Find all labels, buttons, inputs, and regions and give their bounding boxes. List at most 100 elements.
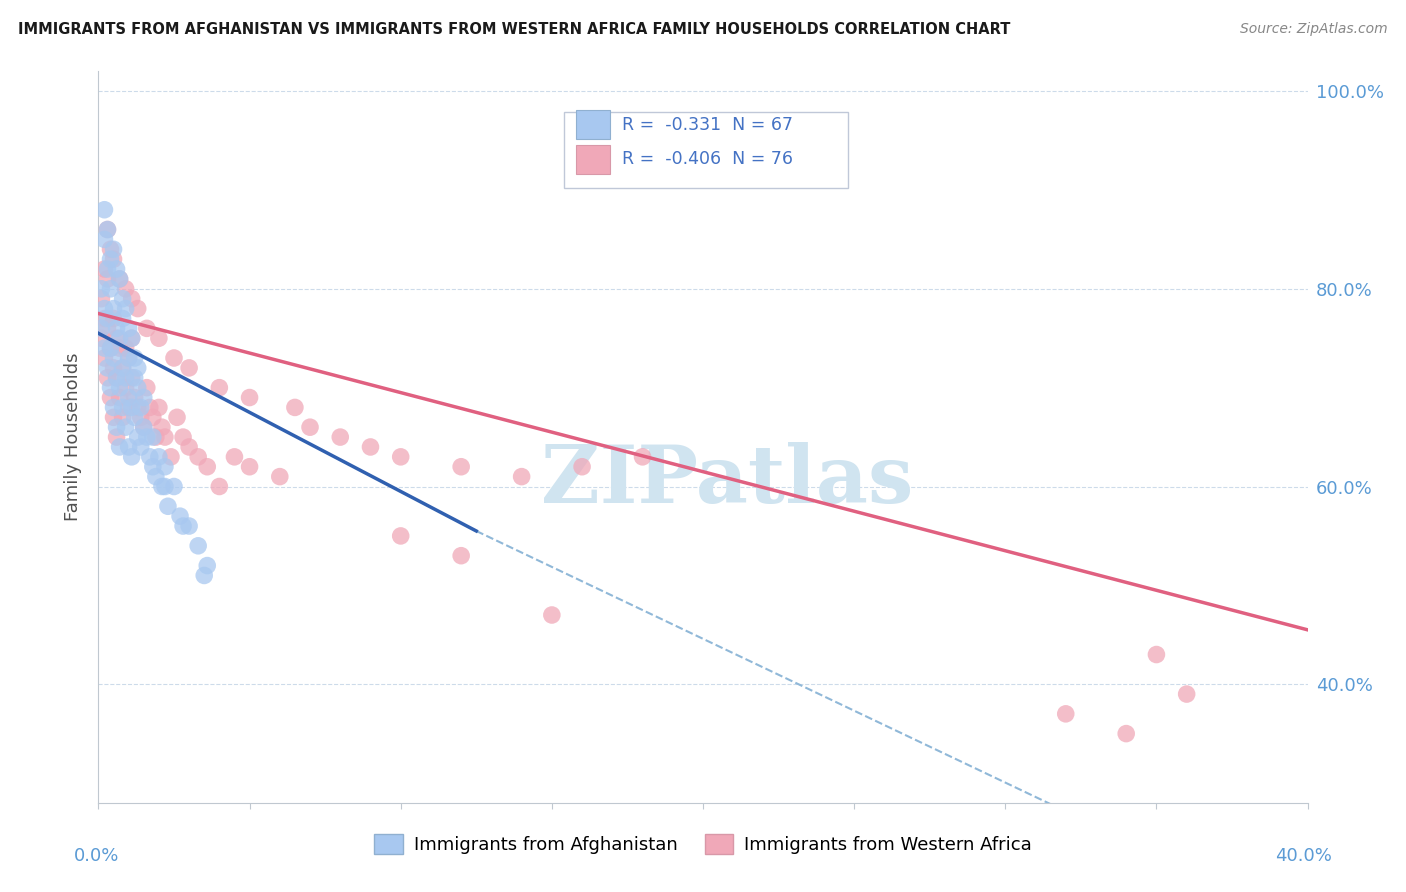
Point <box>103 301 125 316</box>
Point <box>108 341 131 355</box>
Point <box>163 479 186 493</box>
Point <box>169 509 191 524</box>
Point <box>96 311 118 326</box>
Bar <box>564 112 848 188</box>
Point <box>93 301 115 316</box>
Point <box>163 351 186 365</box>
Text: R =  -0.406  N = 76: R = -0.406 N = 76 <box>621 150 793 168</box>
Point <box>129 410 152 425</box>
Point <box>100 381 122 395</box>
Point <box>118 401 141 415</box>
Point <box>114 381 136 395</box>
Point <box>114 301 136 316</box>
Point <box>135 381 157 395</box>
Point <box>103 351 125 365</box>
Point <box>124 351 146 365</box>
Bar <box>576 110 610 139</box>
Point <box>111 360 134 375</box>
Point <box>284 401 307 415</box>
Point <box>132 420 155 434</box>
Point <box>111 292 134 306</box>
Point <box>1175 687 1198 701</box>
Point <box>114 282 136 296</box>
Point <box>124 391 146 405</box>
Point <box>150 420 173 434</box>
Point <box>100 242 122 256</box>
Point <box>111 401 134 415</box>
Point <box>121 450 143 464</box>
Point <box>139 450 162 464</box>
Point <box>450 549 472 563</box>
Point <box>145 469 167 483</box>
Point <box>100 341 122 355</box>
Point <box>124 410 146 425</box>
Point <box>1144 648 1167 662</box>
Point <box>96 272 118 286</box>
Point <box>93 262 115 277</box>
Point <box>105 331 128 345</box>
Point <box>142 410 165 425</box>
Text: Source: ZipAtlas.com: Source: ZipAtlas.com <box>1240 22 1388 37</box>
Point <box>93 311 115 326</box>
Point <box>114 420 136 434</box>
Point <box>103 410 125 425</box>
Point <box>571 459 593 474</box>
Point <box>100 282 122 296</box>
Point <box>156 500 179 514</box>
Point <box>172 519 194 533</box>
Point <box>108 381 131 395</box>
Point <box>148 450 170 464</box>
Point <box>540 607 562 622</box>
Point <box>105 371 128 385</box>
Point <box>90 292 112 306</box>
Point <box>145 430 167 444</box>
Point <box>450 459 472 474</box>
Point <box>139 401 162 415</box>
Point <box>100 391 122 405</box>
Text: 40.0%: 40.0% <box>1275 847 1331 864</box>
Point <box>269 469 291 483</box>
Point <box>114 341 136 355</box>
Point <box>103 360 125 375</box>
Point <box>96 321 118 335</box>
Point <box>160 450 183 464</box>
Point <box>90 321 112 335</box>
Point <box>208 381 231 395</box>
Point <box>179 440 201 454</box>
Point <box>142 459 165 474</box>
Point <box>389 450 412 464</box>
Point <box>96 222 118 236</box>
Point <box>389 529 412 543</box>
Point <box>121 331 143 345</box>
Point <box>111 311 134 326</box>
Point <box>93 351 115 365</box>
Point <box>105 321 128 335</box>
Point <box>127 360 149 375</box>
Point <box>142 430 165 444</box>
Point <box>153 479 176 493</box>
Point <box>105 371 128 385</box>
Point <box>100 252 122 267</box>
Point <box>103 252 125 267</box>
Legend: Immigrants from Afghanistan, Immigrants from Western Africa: Immigrants from Afghanistan, Immigrants … <box>366 825 1040 863</box>
Point <box>1115 726 1137 740</box>
Point <box>103 242 125 256</box>
Point <box>93 202 115 217</box>
Point <box>105 420 128 434</box>
Point <box>135 430 157 444</box>
Point <box>105 430 128 444</box>
Point <box>121 371 143 385</box>
Point <box>127 401 149 415</box>
Point <box>179 519 201 533</box>
Point <box>96 262 118 277</box>
Point <box>127 381 149 395</box>
Point <box>129 401 152 415</box>
Point <box>148 331 170 345</box>
Point <box>90 282 112 296</box>
Point <box>108 391 131 405</box>
Point <box>96 360 118 375</box>
Point <box>153 430 176 444</box>
Text: 0.0%: 0.0% <box>75 847 120 864</box>
Point <box>1054 706 1077 721</box>
Point <box>111 410 134 425</box>
